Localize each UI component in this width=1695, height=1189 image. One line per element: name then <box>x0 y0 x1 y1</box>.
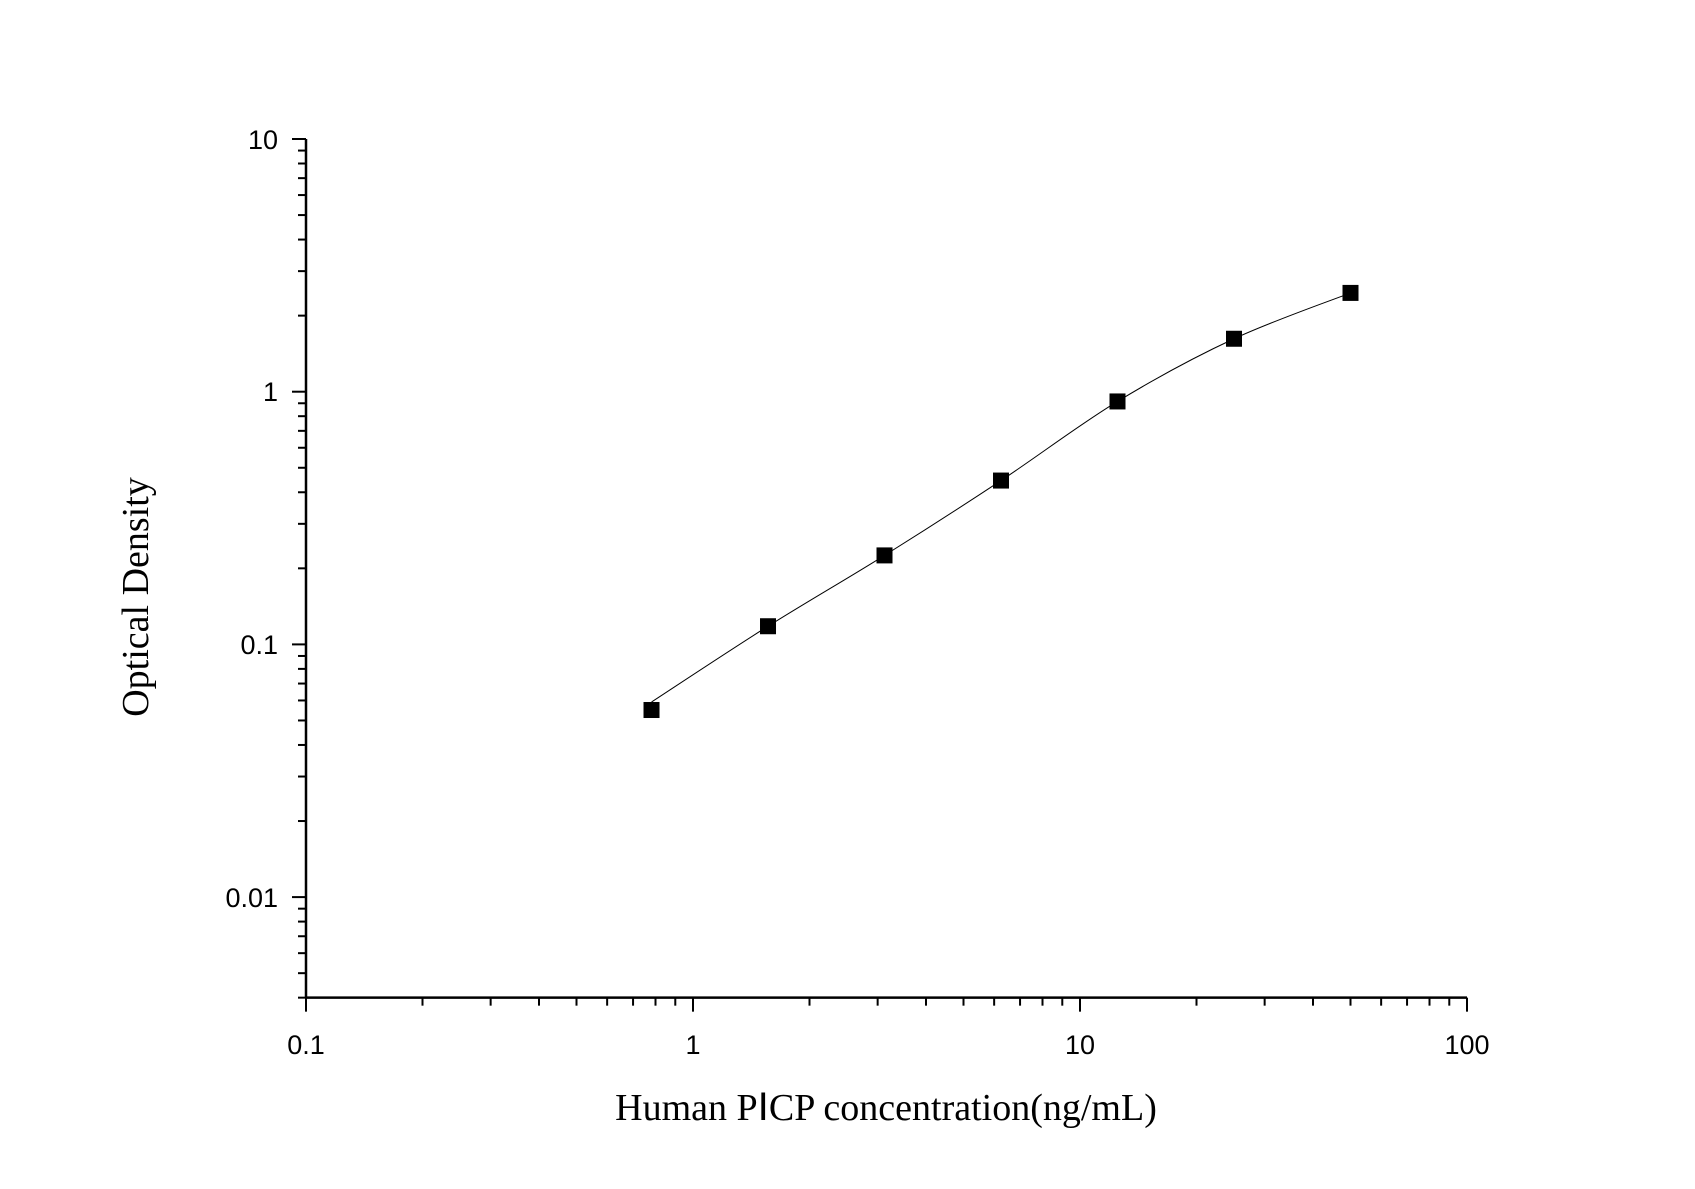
data-point <box>1226 330 1243 347</box>
data-point <box>993 472 1010 489</box>
data-point <box>876 547 893 564</box>
x-tick-label: 0.1 <box>287 1030 325 1060</box>
x-tick-label: 10 <box>1065 1030 1095 1060</box>
data-point <box>760 618 777 635</box>
data-point <box>1109 393 1126 410</box>
data-point <box>1342 284 1359 301</box>
fit-curve <box>651 292 1351 703</box>
data-points <box>643 284 1359 719</box>
y-tick-label: 1 <box>263 377 278 407</box>
x-axis-title: Human PⅠCP concentration(ng/mL) <box>615 1087 1157 1129</box>
axes <box>292 138 1468 1012</box>
data-point <box>643 702 660 719</box>
x-tick-label: 100 <box>1444 1030 1489 1060</box>
y-tick-label: 0.1 <box>240 630 278 660</box>
x-tick-label: 1 <box>685 1030 700 1060</box>
y-tick-label: 0.01 <box>225 883 278 913</box>
y-tick-label: 10 <box>248 125 278 155</box>
y-axis-title: Optical Density <box>115 477 157 717</box>
tick-labels: 0.1 1 10 100 0.01 0.1 1 10 <box>225 125 1489 1060</box>
